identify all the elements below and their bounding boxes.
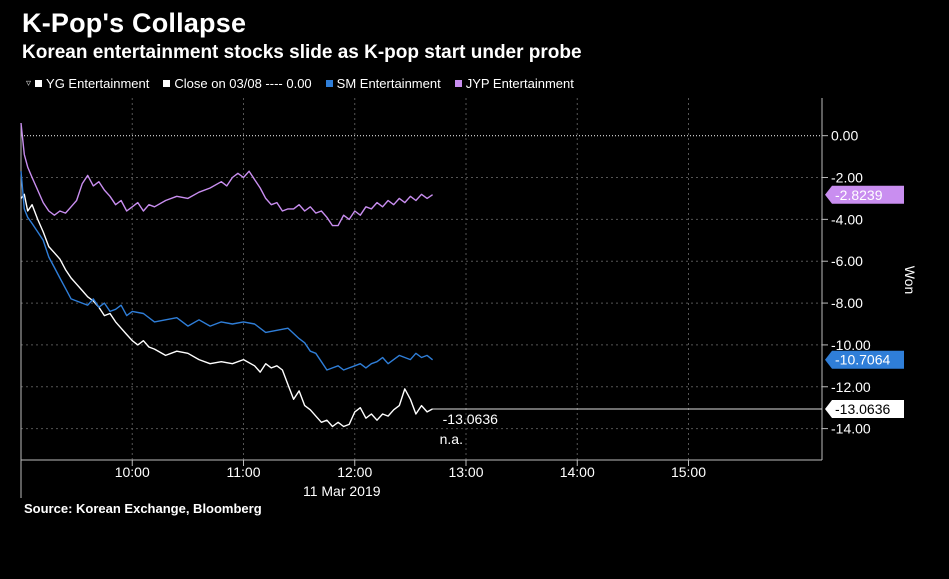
- legend-item-yg[interactable]: ▿ YG Entertainment: [26, 76, 149, 91]
- na-annotation: n.a.: [440, 431, 463, 447]
- series-line-jyp: [20, 123, 433, 227]
- legend-label-sm: SM Entertainment: [336, 76, 441, 91]
- last-value-tag-bg: [825, 350, 904, 369]
- chart-legend: ▿ YG Entertainment Close on 03/08 ---- 0…: [26, 76, 574, 91]
- x-tick-label: 14:00: [560, 464, 595, 480]
- x-axis-date-label: 11 Mar 2019: [303, 483, 381, 499]
- y-tick-label: -8.00: [831, 295, 863, 311]
- legend-item-close[interactable]: Close on 03/08 ---- 0.00: [163, 76, 312, 91]
- last-value-tag-jyp: -2.8239: [825, 185, 904, 204]
- y-tick-label: -14.00: [831, 421, 871, 437]
- y-tick-label: -10.00: [831, 337, 871, 353]
- legend-label-jyp: JYP Entertainment: [465, 76, 574, 91]
- source-note: Source: Korean Exchange, Bloomberg: [24, 501, 262, 516]
- x-tick-label: 15:00: [671, 464, 706, 480]
- legend-label-yg: YG Entertainment: [46, 76, 150, 91]
- y-tick-label: -4.00: [831, 211, 863, 227]
- legend-label-close: Close on 03/08 ---- 0.00: [174, 76, 312, 91]
- chart-subtitle: Korean entertainment stocks slide as K-p…: [22, 42, 582, 63]
- x-tick-label: 12:00: [337, 464, 372, 480]
- yg-last-annotation: -13.0636: [443, 411, 498, 427]
- legend-marker-icon: ▿: [26, 78, 32, 89]
- series-line-yg: [20, 193, 433, 428]
- last-value-tag-yg: -13.0636: [825, 400, 904, 419]
- y-tick-label: -6.00: [831, 253, 863, 269]
- last-value-tag-sm: -10.7064: [825, 350, 904, 369]
- y-tick-label: -12.00: [831, 379, 871, 395]
- last-value-tag-text: -2.8239: [835, 187, 883, 203]
- x-tick-label: 11:00: [227, 464, 261, 480]
- x-tick-label: 10:00: [115, 464, 150, 480]
- legend-swatch-sm: [325, 80, 333, 87]
- legend-swatch-yg: [35, 80, 43, 87]
- legend-swatch-close: [163, 80, 171, 87]
- last-value-tag-bg: [825, 185, 904, 204]
- legend-swatch-jyp: [454, 80, 462, 87]
- legend-item-sm[interactable]: SM Entertainment: [325, 76, 441, 91]
- y-tick-label: 0.00: [831, 128, 858, 144]
- chart-title: K-Pop's Collapse: [22, 8, 247, 38]
- y-tick-label: -2.00: [831, 170, 863, 186]
- legend-item-jyp[interactable]: JYP Entertainment: [454, 76, 574, 91]
- last-value-tag-bg: [825, 400, 904, 419]
- series-line-sm: [20, 171, 434, 371]
- last-value-tag-text: -10.7064: [835, 352, 890, 368]
- y-axis-label: Won: [902, 266, 918, 295]
- x-tick-label: 13:00: [448, 464, 483, 480]
- last-value-tag-text: -13.0636: [835, 401, 890, 417]
